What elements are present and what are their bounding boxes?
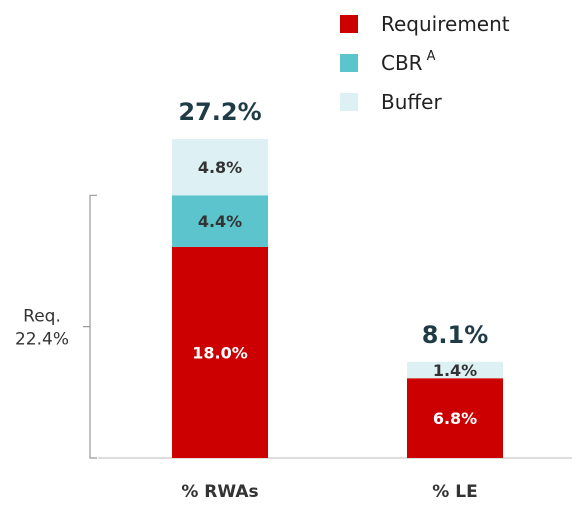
- bar-rwas-cbr: [172, 195, 268, 247]
- total-label-rwas: 27.2%: [178, 98, 261, 126]
- bar-le-requirement: [407, 378, 503, 458]
- total-label-le: 8.1%: [422, 321, 489, 349]
- legend-item-cbr: CBR A: [340, 43, 510, 82]
- legend-swatch-requirement: [340, 14, 358, 33]
- bracket-label-line2: 22.4%: [15, 330, 69, 350]
- bar-rwas-cbr-label: 4.4%: [198, 212, 242, 231]
- legend-label-buffer: Buffer: [381, 89, 442, 114]
- legend-swatch-cbr: [340, 53, 358, 72]
- legend-label-requirement: Requirement: [381, 11, 510, 36]
- bar-rwas-buffer-label: 4.8%: [198, 158, 242, 177]
- bar-le-buffer: [407, 361, 503, 379]
- category-label-rwas: % RWAs: [181, 482, 258, 502]
- bracket-label-line1: Req.: [23, 307, 61, 327]
- bars-group: 18.0% 4.4% 4.8% 27.2% % RWAs 6.8% 1.4% 8.1% % LE: [172, 98, 503, 502]
- bracket-line: [83, 194, 97, 459]
- legend-label-cbr-text: CBR: [381, 50, 423, 75]
- bar-le-buffer-label: 1.4%: [433, 361, 477, 380]
- bar-rwas-requirement: [172, 246, 268, 458]
- legend-item-requirement: Requirement: [340, 4, 510, 43]
- legend: Requirement CBR A Buffer: [340, 4, 510, 121]
- bar-rwas-buffer: [172, 139, 268, 196]
- legend-label-cbr-superscript: A: [426, 48, 436, 64]
- requirement-bracket: Req. 22.4%: [15, 194, 97, 459]
- bar-le-requirement-label: 6.8%: [433, 409, 477, 428]
- category-label-le: % LE: [432, 482, 477, 502]
- legend-swatch-buffer: [340, 92, 358, 111]
- legend-label-cbr: CBR A: [381, 48, 436, 75]
- bar-rwas-requirement-label: 18.0%: [192, 343, 248, 362]
- legend-item-buffer: Buffer: [340, 82, 510, 121]
